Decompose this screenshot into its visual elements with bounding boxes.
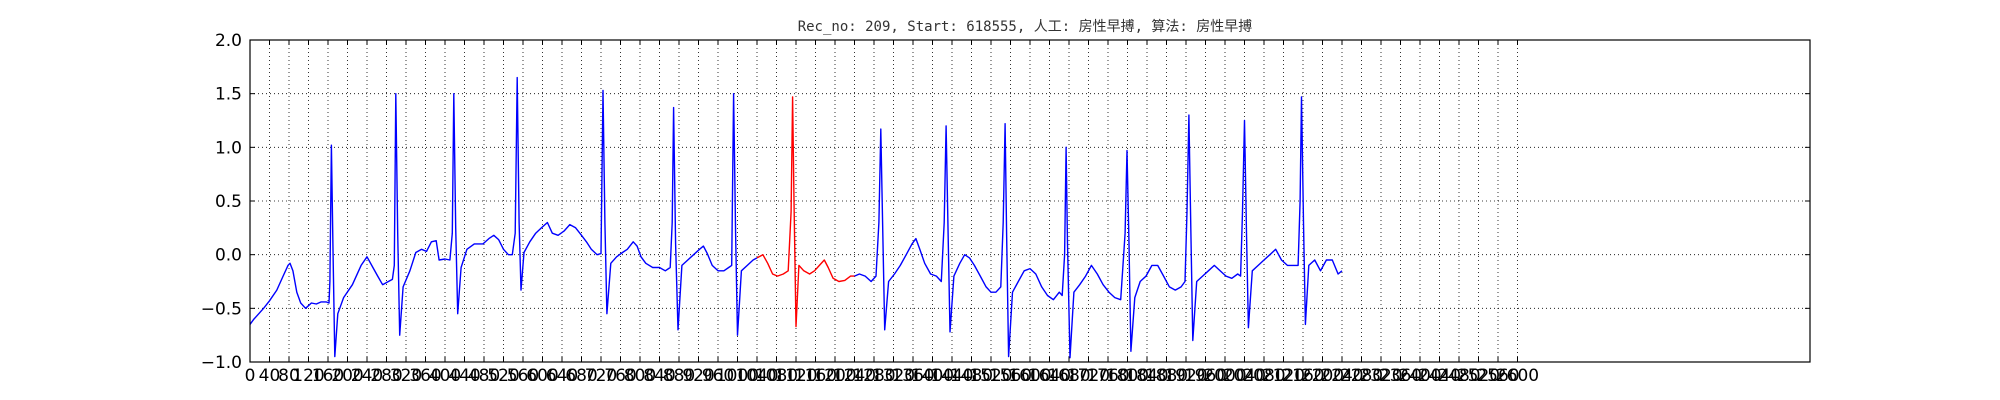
x-tick-label: 80 — [278, 366, 300, 386]
x-tick-label: 400 — [429, 366, 461, 386]
x-tick-label: 800 — [624, 366, 656, 386]
x-tick-label: 2320 — [1359, 366, 1402, 386]
x-tick-label: 480 — [468, 366, 500, 386]
x-tick-label: 240 — [351, 366, 383, 386]
x-tick-label: 1680 — [1047, 366, 1090, 386]
x-tick-label: 200 — [331, 366, 363, 386]
x-tick-label: 1360 — [891, 366, 934, 386]
x-tick-label: 680 — [565, 366, 597, 386]
x-tick-label: 2400 — [1398, 366, 1441, 386]
x-tick-label: 120 — [292, 366, 324, 386]
x-tick-label: 560 — [507, 366, 539, 386]
x-tick-label: 2600 — [1496, 366, 1539, 386]
x-tick-label: 1120 — [774, 366, 817, 386]
x-tick-label: 2480 — [1437, 366, 1480, 386]
x-tick-label: 2120 — [1262, 366, 1305, 386]
x-tick-label: 2440 — [1418, 366, 1461, 386]
x-tick-label: 1840 — [1125, 366, 1168, 386]
y-tick-label: 1.0 — [215, 138, 242, 158]
x-tick-label: 160 — [312, 366, 344, 386]
grid-lines — [250, 40, 1810, 362]
ecg-series-line-1 — [756, 96, 855, 328]
x-tick-label: 360 — [409, 366, 441, 386]
x-tick-label: 2280 — [1340, 366, 1383, 386]
x-tick-label: 2520 — [1457, 366, 1500, 386]
x-tick-label: 1520 — [969, 366, 1012, 386]
x-tick-label: 760 — [604, 366, 636, 386]
chart-title: Rec_no: 209, Start: 618555, 人工: 房性早搏, 算法… — [798, 18, 1253, 35]
y-tick-label: −1.0 — [201, 353, 242, 373]
x-tick-label: 1960 — [1184, 366, 1227, 386]
x-tick-label: 320 — [390, 366, 422, 386]
x-tick-label: 2240 — [1320, 366, 1363, 386]
x-tick-label: 720 — [585, 366, 617, 386]
x-tick-label: 840 — [643, 366, 675, 386]
x-tick-label: 1240 — [833, 366, 876, 386]
x-tick-label: 2080 — [1242, 366, 1285, 386]
x-tick-label: 1440 — [930, 366, 973, 386]
x-tick-label: 1920 — [1164, 366, 1207, 386]
x-tick-label: 1200 — [813, 366, 856, 386]
ecg-signal — [249, 76, 1343, 359]
x-tick-label: 280 — [370, 366, 402, 386]
x-tick-label: 920 — [682, 366, 714, 386]
x-tick-label: 2000 — [1203, 366, 1246, 386]
x-tick-label: 1640 — [1028, 366, 1071, 386]
x-tick-label: 640 — [546, 366, 578, 386]
x-tick-label: 1800 — [1106, 366, 1149, 386]
x-tick-label: 1080 — [755, 366, 798, 386]
y-tick-label: −0.5 — [201, 299, 242, 319]
x-tick-label: 1160 — [794, 366, 837, 386]
x-tick-label: 2040 — [1223, 366, 1266, 386]
x-tick-label: 1760 — [1086, 366, 1129, 386]
x-tick-label: 2560 — [1476, 366, 1519, 386]
ecg-series-line-2 — [854, 96, 1343, 359]
y-tick-label: 0.5 — [215, 192, 242, 212]
x-tick-label: 1600 — [1008, 366, 1051, 386]
x-tick-label: 960 — [702, 366, 734, 386]
x-tick-label: 2160 — [1281, 366, 1324, 386]
x-tick-label: 1320 — [872, 366, 915, 386]
y-axis: −1.0 −0.5 0.0 0.5 1.0 1.5 2.0 — [201, 31, 1810, 373]
x-tick-label: 1720 — [1067, 366, 1110, 386]
x-tick-label: 1000 — [716, 366, 759, 386]
ecg-series-line-0 — [249, 76, 758, 358]
x-tick-label: 0 — [245, 366, 256, 386]
x-tick-label: 1560 — [989, 366, 1032, 386]
x-tick-label: 600 — [526, 366, 558, 386]
x-tick-label: 880 — [663, 366, 695, 386]
x-axis: 0 408012016020024028032036040044048052056… — [245, 40, 1539, 386]
x-tick-label: 40 — [259, 366, 281, 386]
x-tick-label: 1040 — [735, 366, 778, 386]
x-tick-label: 1480 — [950, 366, 993, 386]
y-tick-label: 2.0 — [215, 31, 242, 51]
x-tick-label: 2200 — [1301, 366, 1344, 386]
x-tick-label: 520 — [487, 366, 519, 386]
x-tick-label: 440 — [448, 366, 480, 386]
x-tick-label: 1880 — [1145, 366, 1188, 386]
y-tick-label: 0.0 — [215, 246, 242, 266]
x-tick-label: 2360 — [1379, 366, 1422, 386]
x-tick-label: 1400 — [911, 366, 954, 386]
y-tick-label: 1.5 — [215, 85, 242, 105]
x-tick-label: 1280 — [852, 366, 895, 386]
